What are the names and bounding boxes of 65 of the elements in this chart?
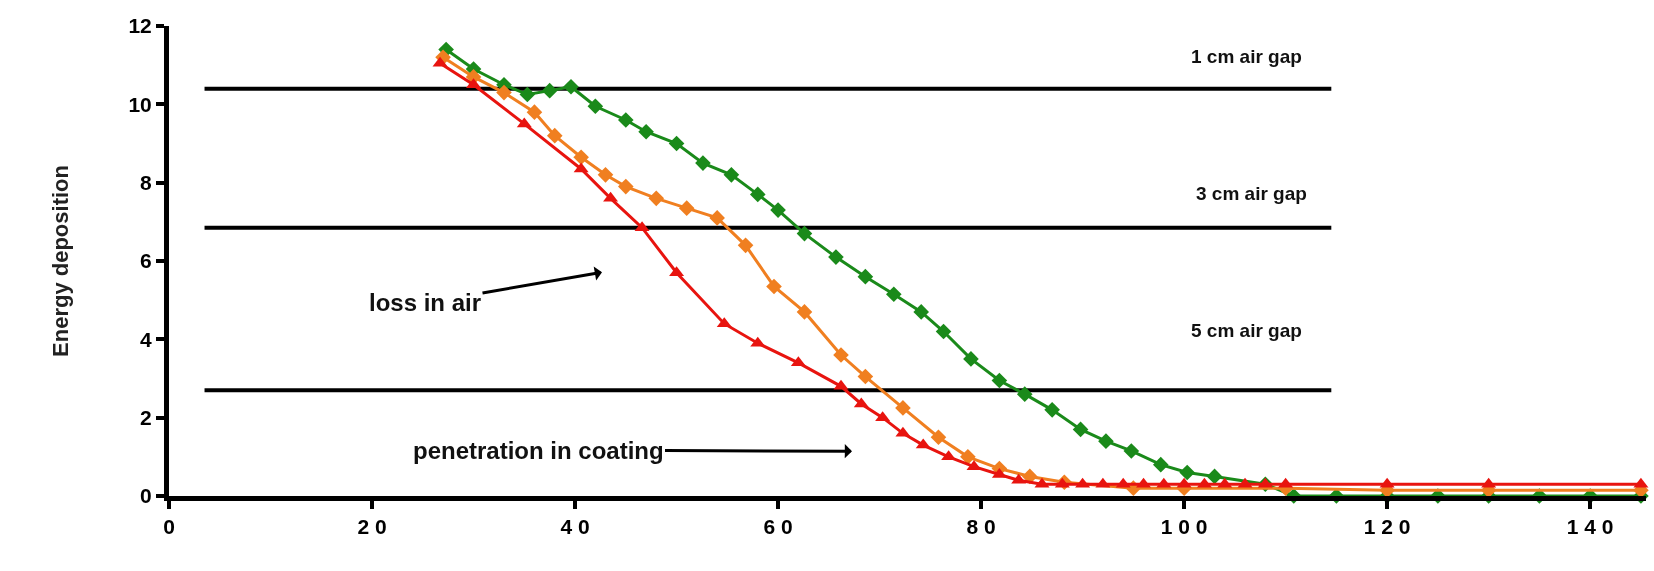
point xyxy=(930,429,947,446)
point xyxy=(678,200,695,216)
y-axis-title: Energy deposition xyxy=(48,165,74,357)
point xyxy=(541,82,558,99)
point xyxy=(960,449,976,465)
y-tick-label: 2 xyxy=(140,406,152,430)
y-tick-label: 6 xyxy=(140,249,152,273)
y-tick-label: 10 xyxy=(128,92,152,116)
point xyxy=(638,123,654,140)
point xyxy=(519,86,536,103)
point xyxy=(1206,468,1223,485)
point xyxy=(1179,464,1195,481)
point xyxy=(749,186,766,203)
point xyxy=(770,202,786,218)
point xyxy=(695,155,711,171)
x-tick-label: 0 xyxy=(163,515,175,539)
x-tick-label: 6 0 xyxy=(763,515,793,539)
point xyxy=(587,98,604,115)
point xyxy=(496,84,512,101)
x-tick-label: 1 0 0 xyxy=(1160,515,1208,539)
annotation: 3 cm air gap xyxy=(1196,183,1307,204)
point xyxy=(618,112,634,128)
point xyxy=(963,351,979,367)
annotation: 1 cm air gap xyxy=(1191,46,1302,67)
x-tick-label: 1 4 0 xyxy=(1566,515,1614,539)
annotation: 5 cm air gap xyxy=(1191,320,1302,341)
annotation: penetration in coating xyxy=(413,437,664,464)
point xyxy=(796,304,813,320)
point xyxy=(737,237,754,254)
y-tick-label: 4 xyxy=(140,327,153,351)
point xyxy=(648,190,665,207)
x-tick-label: 4 0 xyxy=(560,515,590,539)
point xyxy=(857,268,874,285)
point xyxy=(895,400,911,416)
point xyxy=(526,104,543,120)
point xyxy=(796,225,813,242)
point xyxy=(723,167,740,183)
x-tick-label: 8 0 xyxy=(966,515,996,539)
point xyxy=(1016,386,1033,402)
point xyxy=(618,178,634,195)
point xyxy=(709,210,725,226)
point xyxy=(1152,456,1169,473)
point xyxy=(668,135,685,152)
point xyxy=(828,249,844,265)
point xyxy=(563,78,579,95)
x-tick-label: 1 2 0 xyxy=(1363,515,1411,539)
point xyxy=(913,304,929,320)
y-tick-label: 12 xyxy=(128,14,152,38)
point xyxy=(886,286,902,303)
annotation: loss in air xyxy=(369,289,482,316)
y-tick-label: 8 xyxy=(140,171,153,195)
point xyxy=(935,323,952,340)
point xyxy=(597,167,614,183)
point xyxy=(573,149,589,166)
point xyxy=(1123,443,1140,459)
point xyxy=(1044,402,1060,418)
point xyxy=(857,368,874,385)
point xyxy=(1072,421,1089,438)
point xyxy=(546,127,563,144)
point xyxy=(833,347,849,363)
point xyxy=(991,372,1008,389)
y-tick-label: 0 xyxy=(140,484,152,508)
point xyxy=(766,278,782,295)
x-tick-label: 2 0 xyxy=(357,515,387,539)
point xyxy=(1098,433,1114,449)
